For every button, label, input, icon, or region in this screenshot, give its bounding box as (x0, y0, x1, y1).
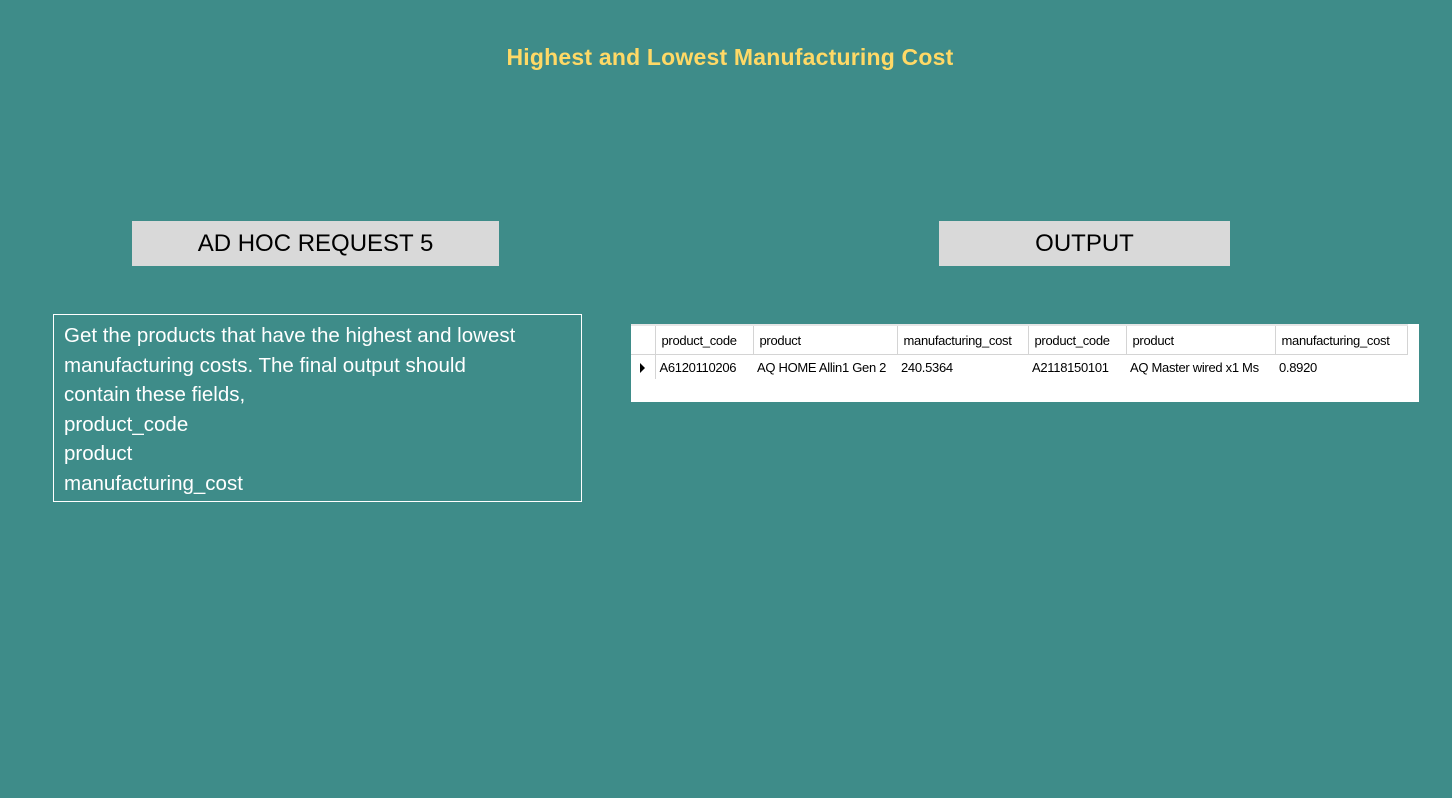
table-cell[interactable]: 0.8920 (1279, 359, 1317, 375)
column-header-product[interactable]: product (753, 324, 898, 355)
request-label: AD HOC REQUEST 5 (197, 229, 434, 257)
column-header-product-code[interactable]: product_code (655, 324, 754, 355)
description-line: product_code (64, 412, 189, 436)
description-line: Get the products that have the highest a… (64, 324, 516, 347)
table-cell[interactable]: AQ Master wired x1 Ms (1130, 359, 1259, 375)
result-grid: product_code product manufacturing_cost … (631, 324, 1419, 402)
table-cell[interactable]: 240.5364 (901, 359, 953, 375)
description-line: manufacturing costs. The final output sh… (64, 353, 466, 377)
column-header-manufacturing-cost[interactable]: manufacturing_cost (897, 324, 1029, 355)
column-header-manufacturing-cost[interactable]: manufacturing_cost (1275, 324, 1408, 355)
output-label: OUTPUT (1035, 229, 1134, 257)
table-header-row: product_code product manufacturing_cost … (631, 324, 1408, 355)
description-line: manufacturing_cost (64, 471, 243, 495)
table-row[interactable]: A6120110206 AQ HOME Allin1 Gen 2 240.536… (631, 354, 1407, 379)
row-header-corner (631, 324, 656, 355)
column-header-product-code[interactable]: product_code (1028, 324, 1127, 355)
request-label-box: AD HOC REQUEST 5 (132, 221, 499, 266)
current-row-arrow-icon (640, 363, 646, 374)
output-label-box: OUTPUT (939, 221, 1230, 266)
result-table: product_code product manufacturing_cost … (631, 324, 1408, 379)
description-line: product (64, 442, 133, 465)
table-cell[interactable]: AQ HOME Allin1 Gen 2 (757, 359, 887, 375)
column-header-product[interactable]: product (1126, 324, 1276, 355)
row-selector[interactable] (631, 354, 656, 379)
page-title: Highest and Lowest Manufacturing Cost (506, 44, 954, 70)
table-cell[interactable]: A6120110206 (659, 359, 737, 375)
table-cell[interactable]: A2118150101 (1032, 359, 1109, 375)
request-description: Get the products that have the highest a… (53, 314, 582, 502)
description-line: contain these fields, (64, 383, 246, 406)
